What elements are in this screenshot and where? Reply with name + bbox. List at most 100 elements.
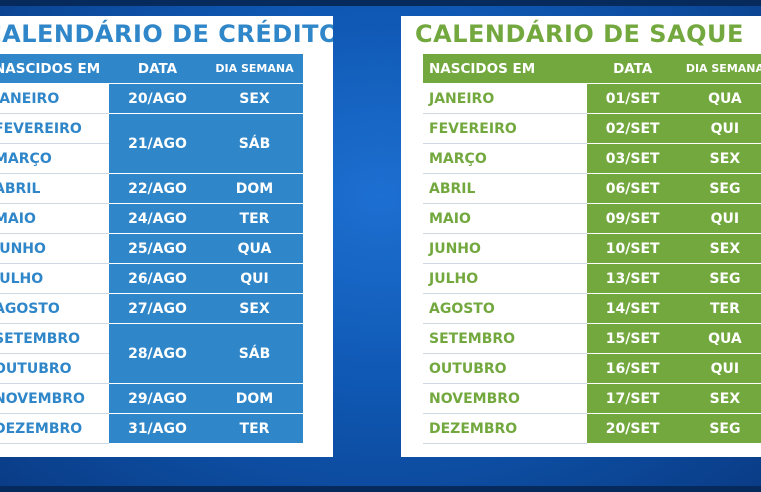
weekday-cell: DOM bbox=[206, 173, 303, 204]
month-cell: SETEMBRO bbox=[423, 323, 587, 354]
weekday-cell: SEG bbox=[678, 413, 761, 444]
month-cell: OUTUBRO bbox=[0, 353, 109, 384]
date-cell: 01/SET bbox=[586, 83, 679, 114]
table-row: ABRIL 06/SET SEG bbox=[423, 173, 761, 204]
month-cell: JULHO bbox=[0, 263, 109, 294]
weekday-cell: QUA bbox=[678, 323, 761, 354]
date-cell: 03/SET bbox=[586, 143, 679, 174]
table-header-row: NASCIDOS EM DATA DIA SEMANA bbox=[0, 54, 303, 84]
date-cell: 15/SET bbox=[586, 323, 679, 354]
weekday-cell: SEX bbox=[206, 83, 303, 114]
month-cell: MAIO bbox=[0, 203, 109, 234]
month-cell: MARÇO bbox=[423, 143, 587, 174]
top-border bbox=[0, 0, 761, 6]
header-nascidos: NASCIDOS EM bbox=[423, 54, 587, 84]
header-nascidos: NASCIDOS EM bbox=[0, 54, 109, 84]
header-data: DATA bbox=[109, 54, 206, 84]
month-cell: ABRIL bbox=[0, 173, 109, 204]
date-cell: 20/AGO bbox=[109, 83, 206, 114]
header-dia-semana: DIA SEMANA bbox=[206, 54, 303, 84]
table-header-row: NASCIDOS EM DATA DIA SEMANA bbox=[423, 54, 761, 84]
date-cell: 20/SET bbox=[586, 413, 679, 444]
weekday-cell: SEX bbox=[678, 233, 761, 264]
table-row: ABRIL 22/AGO DOM bbox=[0, 173, 303, 204]
weekday-cell: SEG bbox=[678, 173, 761, 204]
table-row: MARÇO 03/SET SEX bbox=[423, 143, 761, 174]
weekday-cell: SEX bbox=[678, 383, 761, 414]
date-cell: 02/SET bbox=[586, 113, 679, 144]
month-cell: AGOSTO bbox=[423, 293, 587, 324]
weekday-cell: TER bbox=[206, 413, 303, 444]
table-row: JULHO 13/SET SEG bbox=[423, 263, 761, 294]
table-row: DEZEMBRO 31/AGO TER bbox=[0, 413, 303, 444]
date-cell: 21/AGO bbox=[109, 113, 206, 174]
month-cell: JUNHO bbox=[423, 233, 587, 264]
table-row: OUTUBRO bbox=[0, 353, 303, 384]
month-cell: ABRIL bbox=[423, 173, 587, 204]
month-cell: DEZEMBRO bbox=[423, 413, 587, 444]
month-cell: JULHO bbox=[423, 263, 587, 294]
month-cell: NOVEMBRO bbox=[423, 383, 587, 414]
date-cell: 31/AGO bbox=[109, 413, 206, 444]
date-cell: 29/AGO bbox=[109, 383, 206, 414]
date-cell: 10/SET bbox=[586, 233, 679, 264]
date-cell: 22/AGO bbox=[109, 173, 206, 204]
weekday-cell: SEX bbox=[206, 293, 303, 324]
date-cell: 28/AGO bbox=[109, 323, 206, 384]
date-cell: 14/SET bbox=[586, 293, 679, 324]
table-row: FEVEREIRO 02/SET QUI bbox=[423, 113, 761, 144]
month-cell: JUNHO bbox=[0, 233, 109, 264]
table-row: NOVEMBRO 29/AGO DOM bbox=[0, 383, 303, 414]
month-cell: DEZEMBRO bbox=[0, 413, 109, 444]
table-row: JUNHO 25/AGO QUA bbox=[0, 233, 303, 264]
table-row: NOVEMBRO 17/SET SEX bbox=[423, 383, 761, 414]
weekday-cell: SEG bbox=[678, 263, 761, 294]
withdrawal-calendar-panel: CALENDÁRIO DE SAQUE NASCIDOS EM DATA DIA… bbox=[401, 16, 761, 457]
header-dia-semana: DIA SEMANA bbox=[678, 54, 761, 84]
header-data: DATA bbox=[586, 54, 679, 84]
weekday-cell: QUI bbox=[678, 113, 761, 144]
weekday-cell: SÁB bbox=[206, 323, 303, 384]
bottom-border bbox=[0, 486, 761, 492]
table-row: MARÇO bbox=[0, 143, 303, 174]
date-cell: 24/AGO bbox=[109, 203, 206, 234]
weekday-cell: QUA bbox=[206, 233, 303, 264]
weekday-cell: TER bbox=[678, 293, 761, 324]
month-cell: NOVEMBRO bbox=[0, 383, 109, 414]
weekday-cell: QUI bbox=[678, 203, 761, 234]
month-cell: SETEMBRO bbox=[0, 323, 109, 354]
table-row: JANEIRO 20/AGO SEX bbox=[0, 83, 303, 114]
table-row: AGOSTO 14/SET TER bbox=[423, 293, 761, 324]
table-row: JULHO 26/AGO QUI bbox=[0, 263, 303, 294]
table-row: FEVEREIRO 21/AGO SÁB bbox=[0, 113, 303, 174]
month-cell: OUTUBRO bbox=[423, 353, 587, 384]
credit-calendar-title: CALENDÁRIO DE CRÉDITO bbox=[0, 20, 333, 48]
weekday-cell: SÁB bbox=[206, 113, 303, 174]
month-cell: FEVEREIRO bbox=[0, 113, 109, 144]
table-row: JANEIRO 01/SET QUA bbox=[423, 83, 761, 114]
date-cell: 13/SET bbox=[586, 263, 679, 294]
withdrawal-calendar-title: CALENDÁRIO DE SAQUE bbox=[415, 20, 744, 48]
date-cell: 27/AGO bbox=[109, 293, 206, 324]
month-cell: FEVEREIRO bbox=[423, 113, 587, 144]
withdrawal-calendar-table: NASCIDOS EM DATA DIA SEMANA JANEIRO 01/S… bbox=[423, 54, 761, 444]
weekday-cell: QUI bbox=[206, 263, 303, 294]
date-cell: 06/SET bbox=[586, 173, 679, 204]
month-cell: JANEIRO bbox=[0, 83, 109, 114]
weekday-cell: DOM bbox=[206, 383, 303, 414]
date-cell: 25/AGO bbox=[109, 233, 206, 264]
table-row: SETEMBRO 15/SET QUA bbox=[423, 323, 761, 354]
credit-calendar-table: NASCIDOS EM DATA DIA SEMANA JANEIRO 20/A… bbox=[0, 54, 303, 444]
weekday-cell: TER bbox=[206, 203, 303, 234]
month-cell: MARÇO bbox=[0, 143, 109, 174]
table-row: OUTUBRO 16/SET QUI bbox=[423, 353, 761, 384]
table-row: JUNHO 10/SET SEX bbox=[423, 233, 761, 264]
table-row: AGOSTO 27/AGO SEX bbox=[0, 293, 303, 324]
date-cell: 09/SET bbox=[586, 203, 679, 234]
table-row: DEZEMBRO 20/SET SEG bbox=[423, 413, 761, 444]
table-row: MAIO 24/AGO TER bbox=[0, 203, 303, 234]
month-cell: MAIO bbox=[423, 203, 587, 234]
table-row: MAIO 09/SET QUI bbox=[423, 203, 761, 234]
date-cell: 16/SET bbox=[586, 353, 679, 384]
weekday-cell: SEX bbox=[678, 143, 761, 174]
